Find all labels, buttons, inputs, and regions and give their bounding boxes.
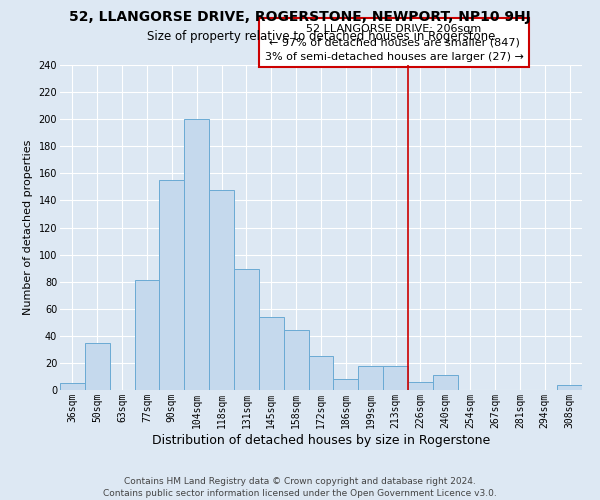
Bar xyxy=(184,119,209,390)
Bar xyxy=(209,190,234,390)
Bar xyxy=(358,366,383,390)
Text: 52 LLANGORSE DRIVE: 206sqm
← 97% of detached houses are smaller (847)
3% of semi: 52 LLANGORSE DRIVE: 206sqm ← 97% of deta… xyxy=(265,24,524,62)
Bar xyxy=(234,270,259,390)
Bar xyxy=(433,375,458,390)
Bar xyxy=(60,383,85,390)
Text: 52, LLANGORSE DRIVE, ROGERSTONE, NEWPORT, NP10 9HJ: 52, LLANGORSE DRIVE, ROGERSTONE, NEWPORT… xyxy=(69,10,531,24)
Bar xyxy=(85,342,110,390)
Bar xyxy=(408,382,433,390)
Bar xyxy=(557,384,582,390)
Title: Size of property relative to detached houses in Rogerstone: Size of property relative to detached ho… xyxy=(147,30,495,43)
Bar xyxy=(160,180,184,390)
Bar xyxy=(383,366,408,390)
Text: Contains HM Land Registry data © Crown copyright and database right 2024.
Contai: Contains HM Land Registry data © Crown c… xyxy=(103,476,497,498)
Bar xyxy=(134,280,160,390)
Bar xyxy=(259,317,284,390)
Bar xyxy=(284,330,308,390)
Bar xyxy=(308,356,334,390)
Y-axis label: Number of detached properties: Number of detached properties xyxy=(23,140,33,315)
X-axis label: Distribution of detached houses by size in Rogerstone: Distribution of detached houses by size … xyxy=(152,434,490,446)
Bar xyxy=(334,379,358,390)
